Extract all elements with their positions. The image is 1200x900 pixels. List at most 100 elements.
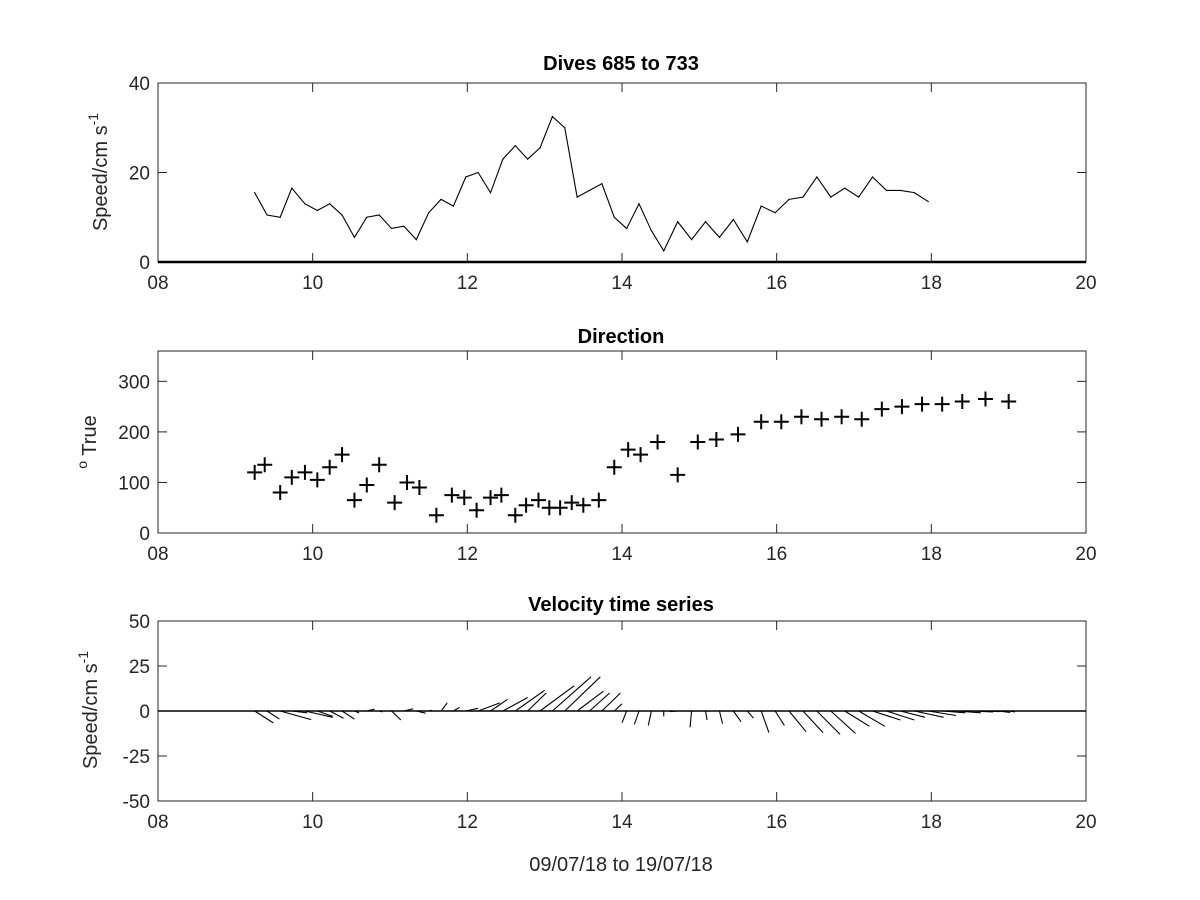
- speed-data-point: [564, 127, 566, 129]
- speed-data-point: [403, 225, 405, 227]
- velocity-stick: [830, 710, 856, 734]
- direction-marker: [575, 497, 591, 513]
- velocity-stick: [601, 692, 621, 712]
- direction-marker: [399, 474, 415, 490]
- speed-data-point: [601, 183, 603, 185]
- direction-marker: [934, 396, 950, 412]
- direction-marker: [753, 414, 769, 430]
- velocity-stick: [774, 710, 785, 726]
- velocity-stick: [900, 710, 926, 718]
- velocity-stick: [403, 708, 414, 712]
- speed-data-point: [774, 212, 776, 214]
- speed-data-point: [650, 230, 652, 232]
- direction-marker: [591, 492, 607, 508]
- velocity-stick: [983, 710, 1000, 713]
- x-tick-label: 10: [302, 273, 323, 294]
- x-tick-label: 18: [921, 812, 942, 833]
- y-tick-label: 0: [139, 524, 150, 545]
- velocity-stick: [732, 710, 742, 723]
- velocity-stick: [341, 710, 355, 720]
- speed-data-point: [927, 200, 929, 203]
- speed-data-point: [613, 216, 615, 218]
- velocity-stick: [366, 708, 375, 712]
- speed-data-point: [452, 205, 455, 207]
- speed-data-point: [626, 227, 628, 230]
- y-tick-label: 50: [129, 612, 150, 633]
- velocity-stick: [928, 710, 957, 717]
- velocity-stick: [969, 710, 994, 713]
- y-tick-label: 25: [129, 657, 150, 678]
- direction-marker: [507, 507, 523, 523]
- x-tick-label: 14: [611, 812, 633, 833]
- velocity-stick: [304, 710, 333, 718]
- speed-data-point: [415, 239, 417, 241]
- speed-data-point: [588, 189, 591, 191]
- x-tick-label: 14: [611, 273, 633, 294]
- direction-marker: [1001, 394, 1017, 410]
- speed-data-point: [266, 214, 268, 216]
- speed-data-point: [514, 145, 516, 147]
- x-tick-label: 12: [457, 273, 478, 294]
- velocity-stick: [576, 690, 604, 712]
- velocity-stick: [914, 710, 944, 718]
- velocity-stick: [997, 710, 1011, 713]
- direction-marker: [633, 447, 649, 463]
- direction-marker: [483, 490, 499, 506]
- direction-marker: [346, 492, 362, 508]
- direction-marker: [730, 426, 746, 442]
- x-tick-label: 18: [921, 273, 942, 294]
- direction-marker: [620, 442, 636, 458]
- velocity-stick: [704, 710, 708, 721]
- speed-data-point: [704, 221, 707, 223]
- velocity-stick: [647, 710, 652, 726]
- speed-data-point: [746, 241, 748, 243]
- x-tick-label: 10: [302, 544, 323, 565]
- speed-data-point: [440, 198, 442, 200]
- velocity-stick: [391, 710, 402, 721]
- speed-data-point: [341, 214, 343, 216]
- direction-marker: [272, 485, 288, 501]
- speed-panel-title: Dives 685 to 733: [543, 53, 699, 75]
- direction-marker: [874, 401, 890, 417]
- speed-data-point: [718, 236, 721, 238]
- x-tick-label: 08: [147, 812, 168, 833]
- direction-marker: [530, 492, 546, 508]
- direction-marker: [606, 459, 622, 475]
- velocity-stick: [788, 710, 807, 733]
- velocity-stick: [718, 710, 724, 724]
- speed-data-point: [477, 171, 479, 174]
- direction-marker: [411, 480, 427, 495]
- y-tick-label: 200: [118, 423, 150, 444]
- direction-marker: [518, 497, 534, 513]
- direction-panel: Direction o True 08 10 12 14 16 18 20010020030…: [74, 326, 1097, 565]
- velocity-stick: [746, 710, 754, 719]
- x-tick-label: 16: [766, 273, 787, 294]
- velocity-stick: [689, 710, 693, 728]
- velocity-stick: [440, 702, 448, 712]
- direction-marker: [708, 431, 724, 447]
- y-tick-label: 20: [129, 164, 150, 185]
- speed-data-point: [329, 203, 331, 205]
- speed-data-point: [539, 147, 541, 149]
- x-tick-label: 18: [921, 544, 942, 565]
- speed-data-point: [366, 216, 368, 218]
- direction-marker: [257, 457, 273, 473]
- velocity-stick: [266, 710, 280, 720]
- velocity-stick: [254, 710, 274, 724]
- direction-marker: [387, 495, 403, 511]
- velocity-stick: [633, 710, 640, 725]
- speed-data-point: [551, 115, 554, 118]
- direction-panel-title: Direction: [578, 326, 665, 348]
- speed-data-point: [291, 187, 293, 189]
- direction-marker: [793, 409, 809, 425]
- speed-data-point: [502, 158, 504, 160]
- y-tick-label: 0: [139, 253, 150, 274]
- x-tick-label: 12: [457, 544, 478, 565]
- direction-marker: [359, 477, 375, 493]
- direction-marker: [552, 500, 568, 516]
- velocity-panel: Velocity time series Speed/cm s-1 09/07/…: [75, 594, 1097, 876]
- x-tick-label: 20: [1075, 273, 1096, 294]
- direction-marker: [444, 487, 460, 503]
- speed-data-point: [378, 214, 380, 216]
